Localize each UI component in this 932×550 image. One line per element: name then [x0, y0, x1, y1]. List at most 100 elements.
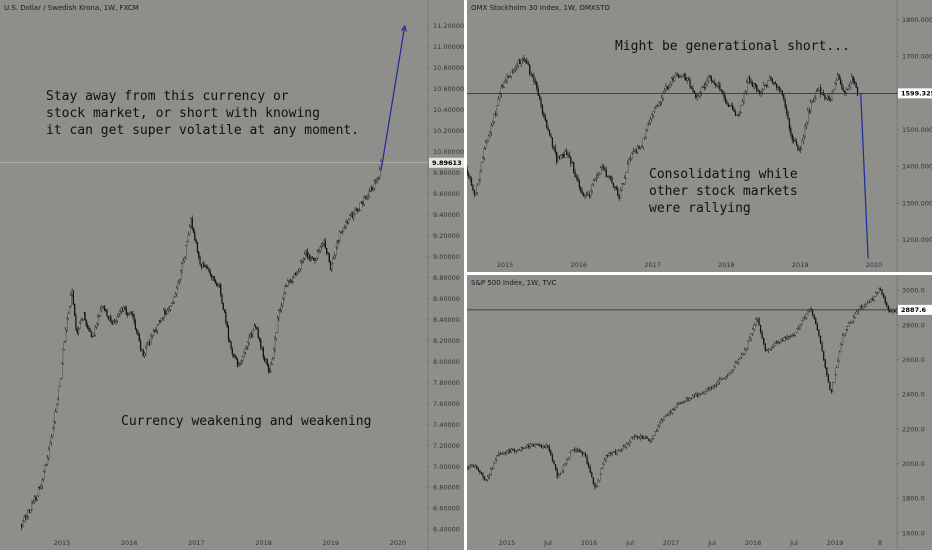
candle-body: [236, 358, 239, 367]
candle-body: [136, 328, 138, 332]
candle-body: [146, 344, 148, 349]
candle-body: [346, 221, 348, 224]
candle-body: [297, 271, 299, 274]
candle-body: [849, 322, 852, 325]
candle-body: [226, 321, 228, 327]
candle-body: [668, 86, 670, 90]
candle-body: [467, 168, 468, 174]
candle-body: [619, 449, 621, 452]
candle-body: [683, 74, 686, 77]
y-tick-label: 2400.0: [902, 391, 925, 399]
candle-body: [510, 448, 513, 453]
candle-body: [819, 335, 822, 344]
candle-body: [510, 71, 512, 77]
candle-body: [264, 357, 266, 362]
y-tick-label: 10.80000: [433, 64, 464, 72]
candle-body: [649, 439, 651, 441]
candle-body: [121, 308, 124, 311]
candle-body: [111, 321, 113, 325]
candle-body: [320, 245, 323, 248]
candle-body: [578, 180, 580, 188]
candle-body: [499, 93, 501, 99]
spx-chart[interactable]: 1600.0 1800.0 2000.0 2200.0 2400.0 2600.0 2800…: [467, 275, 932, 550]
candle-body: [707, 75, 710, 81]
candle-body: [273, 348, 275, 360]
candle-body: [469, 176, 471, 179]
candle-body: [61, 363, 63, 379]
omx-chart[interactable]: 1200.00001300.00001400.00001500.00001600…: [467, 0, 932, 272]
usdsek-chart-panel[interactable]: 6.40000 6.60000 6.80000 7.00000 7.20000 7.400…: [0, 0, 464, 550]
candle-body: [21, 524, 23, 528]
candle-body: [344, 226, 346, 229]
candle-body: [341, 231, 343, 233]
candle-body: [608, 453, 610, 456]
candle-body: [498, 453, 500, 456]
x-tick-label: 2020: [866, 261, 883, 269]
candle-body: [147, 341, 149, 346]
candle-body: [504, 452, 506, 454]
omx-chart-panel[interactable]: 1200.00001300.00001400.00001500.00001600…: [467, 0, 932, 272]
candle-body: [838, 351, 841, 362]
spx-chart-panel[interactable]: 1600.0 1800.0 2000.0 2200.0 2400.0 2600.0 2800…: [467, 275, 932, 550]
x-tick-label: 2019: [827, 539, 844, 547]
candle-body: [837, 360, 839, 369]
candle-body: [641, 146, 643, 148]
usdsek-chart-title: U.S. Dollar / Swedish Krona, 1W, FXCM: [4, 4, 139, 12]
candle-body: [662, 419, 664, 421]
candle-body: [364, 197, 367, 199]
candle-body: [238, 364, 240, 367]
candle-body: [523, 447, 525, 449]
candle-body: [507, 449, 509, 452]
candle-body: [472, 465, 475, 467]
candle-body: [58, 386, 60, 400]
candle-body: [639, 147, 642, 150]
candle-body: [859, 306, 861, 310]
candle-body: [526, 445, 528, 448]
candle-body: [681, 402, 683, 404]
candle-body: [864, 304, 866, 307]
candle-body: [834, 374, 836, 383]
candle-body: [701, 393, 703, 395]
candle-body: [636, 435, 639, 438]
usdsek-chart[interactable]: 6.40000 6.60000 6.80000 7.00000 7.20000 7.400…: [0, 0, 464, 550]
candle-body: [673, 76, 676, 81]
candle-body: [871, 299, 874, 301]
candle-body: [235, 356, 237, 360]
candle-body: [220, 284, 222, 295]
candle-body: [368, 190, 370, 196]
candle-body: [316, 251, 319, 259]
y-tick-label: 6.80000: [433, 484, 460, 492]
candle-body: [39, 487, 41, 489]
candle-body: [781, 90, 783, 96]
candle-body: [565, 150, 568, 156]
candle-body: [646, 123, 649, 131]
candle-body: [818, 87, 820, 91]
candle-body: [467, 468, 468, 470]
candle-body: [125, 308, 127, 315]
candle-body: [176, 288, 178, 294]
candle-body: [618, 449, 620, 451]
candle-body: [842, 88, 844, 92]
candle-body: [622, 446, 625, 450]
candle-body: [873, 296, 875, 300]
candle-body: [600, 167, 602, 174]
candle-body: [807, 310, 809, 314]
candle-body: [94, 326, 96, 336]
candle-body: [315, 257, 317, 261]
candle-body: [674, 406, 677, 410]
candle-body: [142, 350, 144, 357]
y-tick-label: 8.60000: [433, 295, 460, 303]
candle-body: [640, 436, 642, 439]
candle-body: [783, 94, 785, 100]
candle-body: [625, 442, 628, 447]
candle-body: [665, 86, 667, 91]
candle-body: [560, 155, 562, 160]
x-tick-label: 8: [878, 539, 882, 547]
candle-body: [177, 281, 179, 289]
candle-body: [211, 274, 213, 278]
candle-body: [684, 400, 686, 403]
candle-body: [548, 130, 551, 136]
candle-body: [661, 97, 663, 102]
y-tick-label: 1800.0: [902, 495, 925, 503]
projection-arrowhead: [400, 24, 407, 32]
